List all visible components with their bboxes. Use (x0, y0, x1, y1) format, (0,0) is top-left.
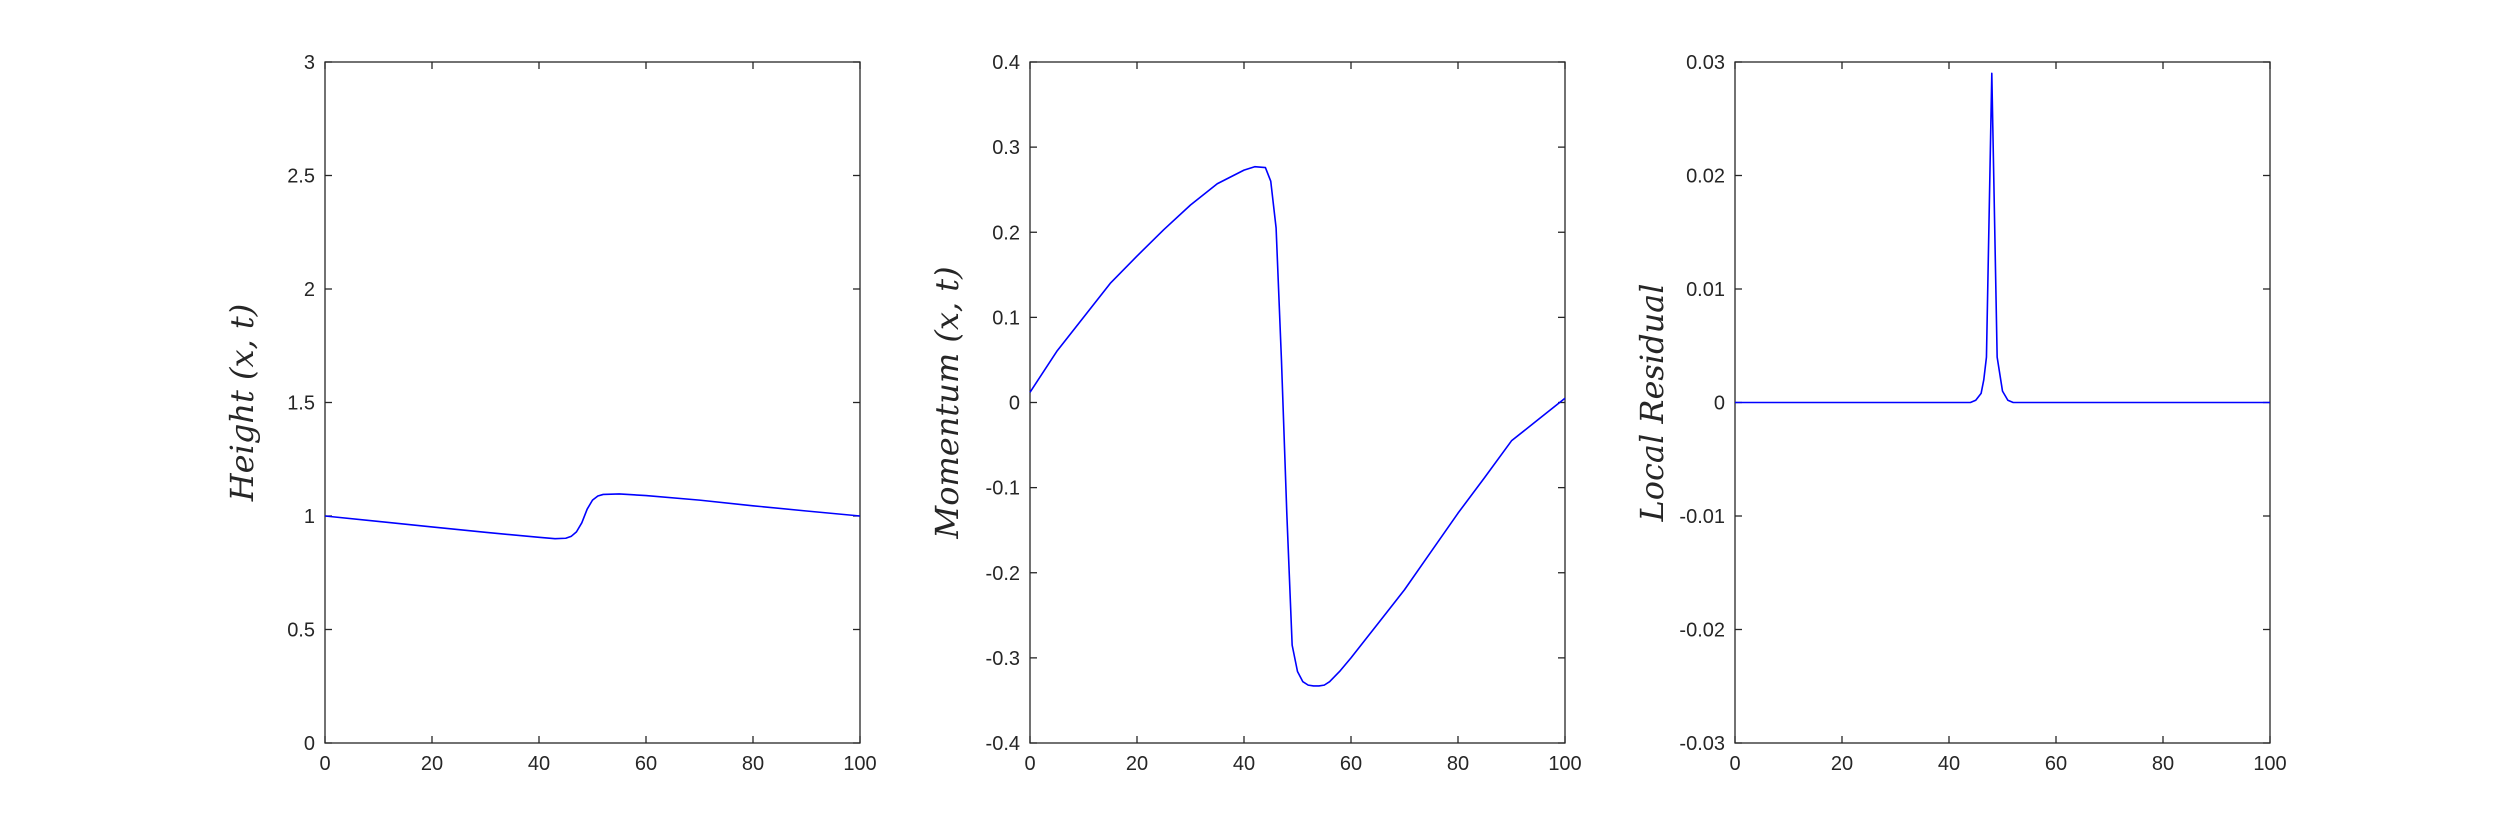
residual-x-tick-label: 40 (1938, 753, 1960, 775)
residual-x-tick-label: 100 (2253, 753, 2286, 775)
residual-y-tick-label: -0.03 (1679, 733, 1725, 755)
momentum-y-axis-title: Momentum (x, t) (928, 266, 966, 539)
momentum-y-tick-label: 0.2 (992, 222, 1020, 244)
height-y-tick-label: 1 (304, 506, 315, 528)
momentum-y-tick-label: -0.2 (986, 563, 1020, 585)
momentum-axes-frame (1029, 61, 1566, 744)
residual-series-line (1735, 72, 2270, 404)
residual-y-tick-label: -0.01 (1679, 506, 1725, 528)
residual-x-tick-label: 0 (1729, 753, 1740, 775)
height-x-tick-label: 20 (421, 753, 443, 775)
height-y-tick-label: 0 (304, 733, 315, 755)
height-x-tick-label: 0 (319, 753, 330, 775)
momentum-y-tick-label: 0.1 (992, 307, 1020, 329)
height-y-axis-title: Height (x, t) (223, 304, 261, 502)
momentum-x-tick-label: 40 (1233, 753, 1255, 775)
height-y-tick-label: 1.5 (287, 393, 315, 415)
momentum-x-tick-label: 80 (1447, 753, 1469, 775)
residual-x-tick-label: 60 (2045, 753, 2067, 775)
height-y-tick-label: 2 (304, 279, 315, 301)
momentum-x-tick-label: 60 (1340, 753, 1362, 775)
momentum-y-tick-label: 0 (1009, 393, 1020, 415)
momentum-y-tick-label: -0.3 (986, 648, 1020, 670)
residual-y-tick-label: 0.02 (1686, 166, 1725, 188)
residual-y-tick-label: -0.02 (1679, 620, 1725, 642)
height-panel: 0 20 40 60 80 100 0 0.5 1 1.5 2 2.5 3 Height (x, t) (223, 52, 877, 775)
height-axes-frame (324, 61, 861, 744)
residual-panel: 0 20 40 60 80 100 -0.03 -0.02 -0.01 0 0.01 0.02 0.03… (1633, 52, 2287, 775)
height-x-tick-label: 60 (635, 753, 657, 775)
momentum-x-tick-label: 100 (1548, 753, 1581, 775)
momentum-series-line (1029, 165, 1566, 687)
momentum-x-tick-label: 0 (1024, 753, 1035, 775)
height-x-tick-label: 80 (742, 753, 764, 775)
height-y-tick-label: 0.5 (287, 620, 315, 642)
residual-y-tick-label: 0.01 (1686, 279, 1725, 301)
height-y-tick-label: 2.5 (287, 166, 315, 188)
residual-y-tick-label: 0.03 (1686, 52, 1725, 74)
momentum-x-tick-label: 20 (1126, 753, 1148, 775)
height-series-line (324, 493, 861, 540)
residual-x-tick-label: 20 (1831, 753, 1853, 775)
residual-x-tick-label: 80 (2152, 753, 2174, 775)
residual-y-tick-label: 0 (1714, 393, 1725, 415)
height-x-tick-label: 100 (843, 753, 876, 775)
height-x-tick-label: 40 (528, 753, 550, 775)
momentum-y-tick-label: 0.3 (992, 137, 1020, 159)
momentum-y-tick-label: -0.4 (986, 733, 1020, 755)
momentum-y-tick-label: 0.4 (992, 52, 1020, 74)
momentum-y-tick-label: -0.1 (986, 478, 1020, 500)
height-y-tick-label: 3 (304, 52, 315, 74)
momentum-panel: 0 20 40 60 80 100 -0.4 -0.3 -0.2 -0.1 0 0.1 0.2 0.3 0.… (928, 52, 1582, 775)
residual-y-axis-title: Local Residual (1633, 283, 1671, 522)
